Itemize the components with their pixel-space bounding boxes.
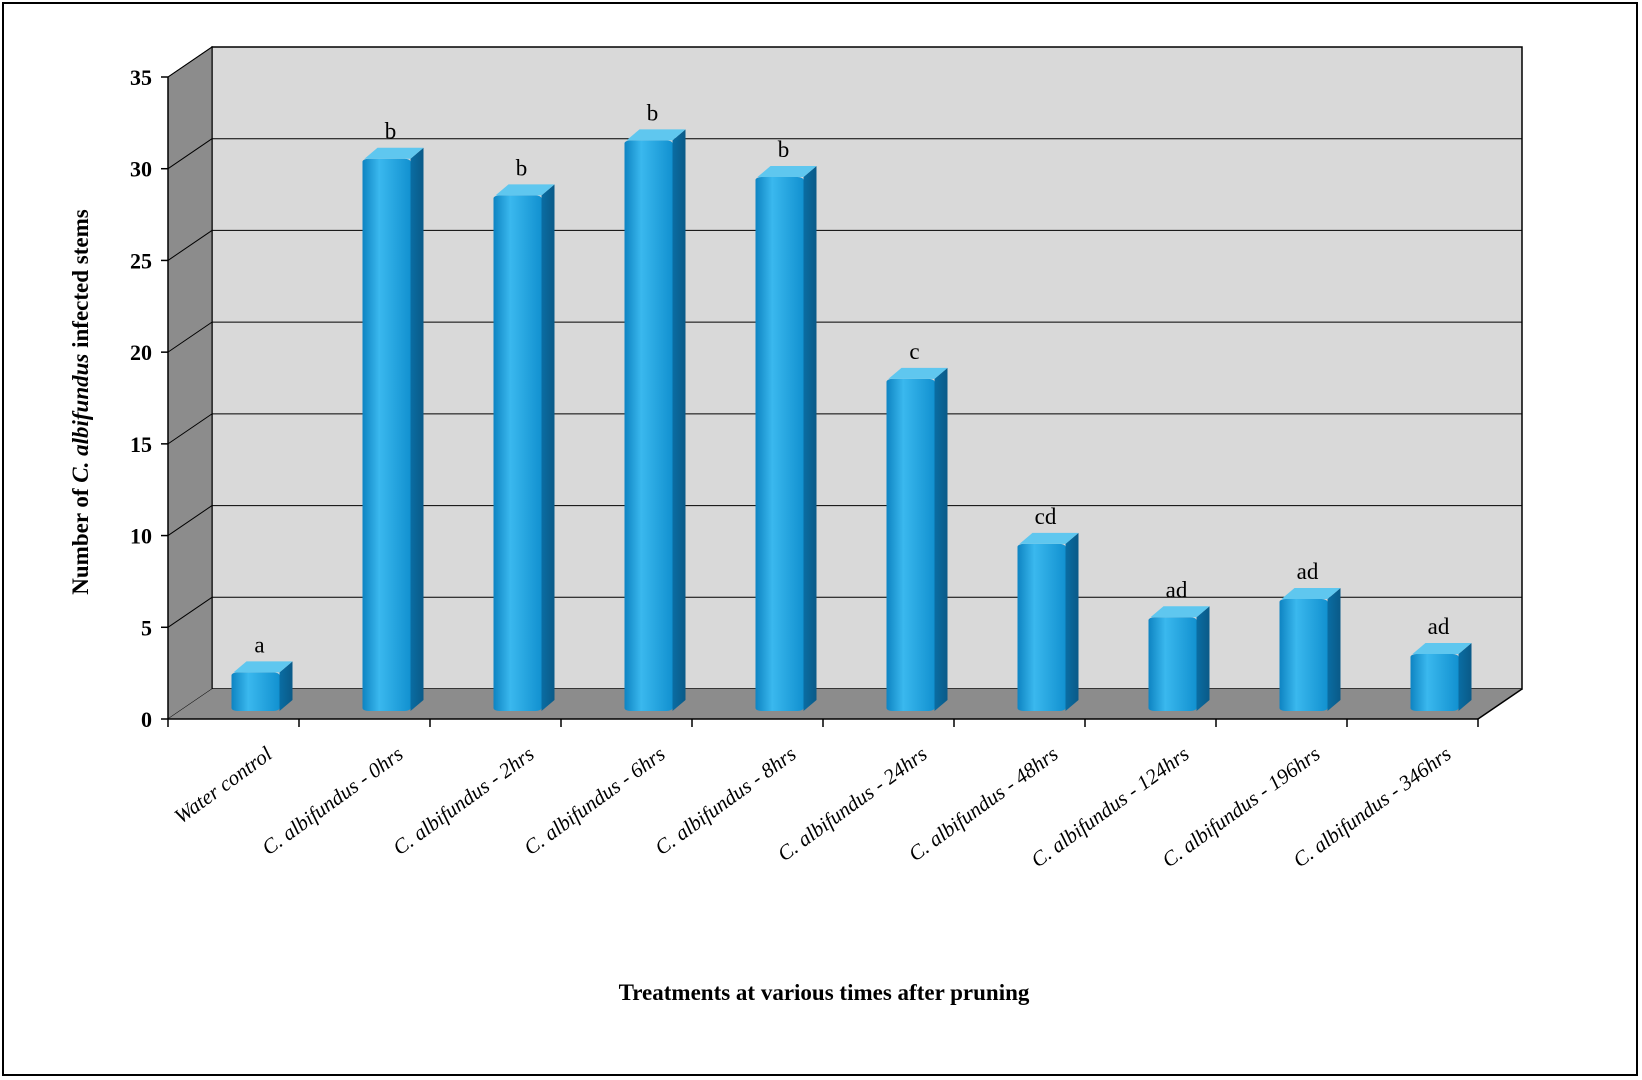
bar-side [410,147,424,711]
back-wall [211,46,1523,690]
bar [1017,532,1079,711]
y-tick-label: 15 [130,432,152,457]
bar-top [1412,642,1472,654]
chart-walls [167,46,1523,720]
data-label: ad [1428,614,1450,639]
bar-front [231,672,280,711]
data-label: b [385,119,397,144]
bar [1148,606,1210,711]
axes-group [161,76,1479,727]
data-label: b [778,137,790,162]
bar-side [1065,532,1079,711]
data-label: c [909,339,919,364]
data-label: b [647,100,659,125]
y-tick-label: 5 [141,615,152,640]
bar [231,661,293,711]
bar-top [1150,606,1210,618]
y-axis-title-italic: C. albifundus [68,354,93,483]
data-label: b [516,155,528,180]
bar [1279,587,1341,711]
bar-chart: 0 5 10 15 20 25 30 35 a Water control b C. albifund… [68,46,1523,1005]
y-axis-title-suffix: infected stems [68,209,93,353]
x-axis-title: Treatments at various times after prunin… [619,980,1030,1005]
bars-group [231,129,1472,712]
bar-front [1279,598,1328,711]
y-tick-label: 25 [130,248,152,273]
gridline-side [167,321,213,353]
y-axis-title: Number of C. albifundus infected stems [68,209,93,595]
y-tick-label: 30 [130,157,152,182]
bar-top [888,367,948,379]
bar [493,184,555,711]
bar [1410,642,1472,711]
bar-front [1017,543,1066,711]
data-label: cd [1035,504,1057,529]
bar [362,147,424,711]
y-tick-label: 20 [130,340,152,365]
bar-side [803,166,817,712]
floor-edge [1477,688,1523,720]
bar-side [1327,587,1341,711]
bar-front [1148,617,1197,711]
bar-front [886,378,935,711]
y-tick-label: 0 [141,707,152,732]
x-tick-label: Water control [170,742,277,829]
bar-front [1410,653,1459,711]
bar-top [495,184,555,196]
x-tick-label: C. albifundus - 6hrs [519,742,669,860]
gridlines [167,46,1522,628]
bar-top [757,166,817,178]
bar [624,129,686,711]
bar-top [1281,587,1341,599]
bar-side [541,184,555,711]
bar-front [362,158,411,711]
gridline-side [167,413,213,445]
y-tick-label: 10 [130,524,152,549]
y-axis-title-prefix: Number of [68,483,93,595]
gridline-side [167,505,213,536]
bar [886,367,948,711]
bar-top [626,129,686,141]
gridline-side [167,230,213,261]
bar-top [233,661,293,673]
data-label: ad [1297,559,1319,584]
bar-side [1458,642,1472,711]
bar-top [1019,532,1079,544]
gridline-side [167,596,213,628]
bar-side [1196,606,1210,711]
x-tick-label: C. albifundus - 0hrs [257,742,407,860]
gridline-side [167,138,213,170]
x-tick-label: C. albifundus - 2hrs [388,742,538,860]
side-wall [167,46,213,720]
y-tick-label: 35 [130,65,152,90]
bar-front [493,195,542,711]
bar-side [279,661,293,711]
gridline-side [167,46,213,78]
bar-front [624,140,673,711]
data-label: a [254,632,264,657]
bar-top [364,147,424,159]
bar-front [755,177,804,712]
data-label: ad [1166,577,1188,602]
bar-side [934,367,948,711]
bar [755,166,817,712]
bar-side [672,129,686,711]
